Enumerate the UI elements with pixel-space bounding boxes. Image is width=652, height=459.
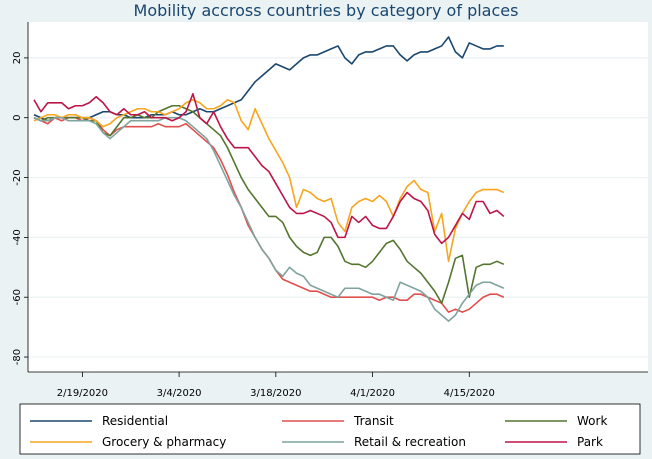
series-line-park [33,92,505,245]
plot-area [28,22,648,372]
legend: Residential Transit Work Grocery & pharmacy… [30,414,607,449]
series-line-grocery-pharmacy [33,98,505,263]
legend-label-transit: Transit [353,414,394,428]
legend-label-work: Work [577,414,607,428]
legend-box [19,403,641,455]
series-line-work [33,104,505,305]
x-tick-label: 2/19/2020 [57,388,108,399]
y-tick-label: -80 [12,349,23,365]
x-tick-label: 3/18/2020 [250,388,301,399]
y-tick-label: -40 [12,229,23,245]
x-tick-label: 3/4/2020 [157,388,202,399]
series-line-retail-recreation [33,116,505,322]
x-tick-label: 4/1/2020 [350,388,395,399]
legend-label-retail-recreation: Retail & recreation [354,435,466,449]
y-tick-label: -20 [12,169,23,185]
x-tick-label: 4/15/2020 [444,388,495,399]
legend-label-park: Park [577,435,603,449]
series-layer [33,36,505,322]
axis-layer: 20 0 -20 -40 -60 -80 2/19/2020 3/4/2020 3/18/202… [12,22,648,399]
y-tick-label: 20 [12,52,23,65]
chart-title: Mobility accross countries by category o… [134,1,519,20]
y-tick-label: 0 [12,115,23,121]
legend-label-residential: Residential [102,414,168,428]
legend-label-grocery-pharmacy: Grocery & pharmacy [102,435,226,449]
y-tick-label: -60 [12,289,23,305]
